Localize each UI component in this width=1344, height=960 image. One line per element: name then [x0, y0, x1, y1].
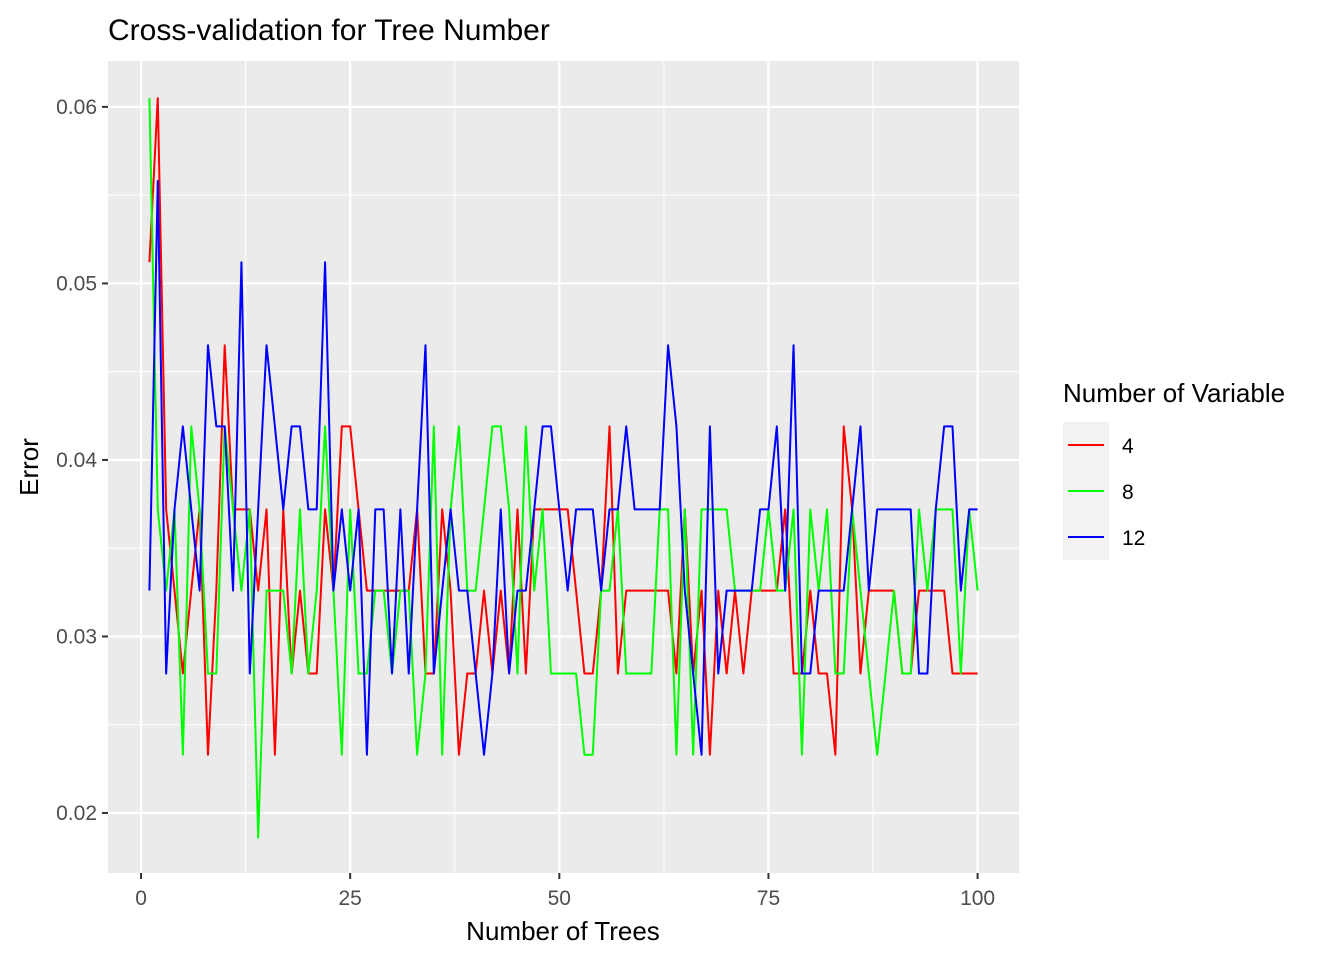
x-tick-label: 0 — [135, 887, 147, 910]
x-tick-label: 100 — [960, 887, 995, 910]
major-gridlines — [108, 61, 1019, 873]
x-axis: 0 25 50 75 100 — [135, 873, 995, 910]
x-tick-label: 25 — [339, 887, 362, 910]
y-tick-label: 0.02 — [56, 802, 97, 825]
series-line-8 — [148, 98, 979, 839]
legend-label: 8 — [1122, 481, 1134, 504]
x-axis-label: Number of Trees — [466, 916, 660, 946]
series-lines — [148, 97, 979, 839]
legend-entry-4: 4 — [1063, 422, 1134, 468]
x-tick-label: 50 — [548, 887, 571, 910]
x-tick-label: 75 — [757, 887, 780, 910]
legend-label: 4 — [1122, 435, 1134, 458]
legend-label: 12 — [1122, 527, 1145, 550]
y-tick-label: 0.05 — [56, 272, 97, 295]
series-line-12 — [148, 180, 978, 756]
chart-title: Cross-validation for Tree Number — [108, 14, 550, 47]
legend-title: Number of Variable — [1063, 378, 1285, 408]
y-axis-label: Error — [14, 438, 44, 496]
y-axis: 0.02 0.03 0.04 0.05 0.06 — [56, 96, 108, 825]
legend-entry-8: 8 — [1063, 468, 1134, 514]
y-tick-label: 0.04 — [56, 449, 97, 472]
y-tick-label: 0.06 — [56, 96, 97, 119]
minor-gridlines — [108, 61, 1019, 873]
legend-entry-12: 12 — [1063, 514, 1145, 560]
legend: Number of Variable 4 8 12 — [1063, 378, 1285, 560]
y-tick-label: 0.03 — [56, 625, 97, 648]
